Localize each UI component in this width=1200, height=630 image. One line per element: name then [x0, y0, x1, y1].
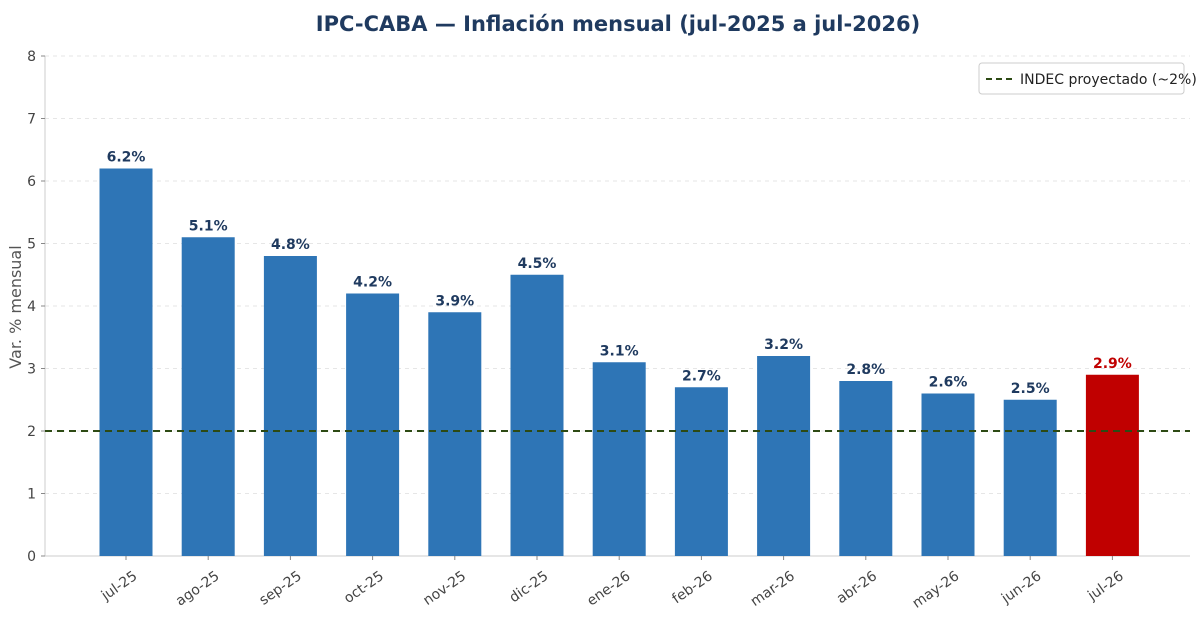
y-axis-label: Var. % mensual [6, 245, 25, 368]
bar-ago-25 [181, 237, 235, 556]
data-labels: 6.2% 5.1% 4.8% 4.2% 3.9% 4.5% 3.1% 2.7% 3.2% 2.8%… [107, 150, 1132, 397]
x-tick-label-mar-26: mar-26 [748, 568, 798, 610]
data-label-feb-26: 2.7% [682, 368, 721, 384]
data-label-oct-25: 4.2% [353, 275, 392, 291]
data-label-nov-25: 3.9% [435, 293, 474, 309]
x-tick-label-ago-25: ago-25 [173, 568, 222, 609]
legend: INDEC proyectado (~2%) [978, 62, 1197, 95]
bar-abr-26 [839, 381, 893, 556]
chart-title: IPC-CABA — Inflación mensual (jul-2025 a… [316, 12, 920, 36]
x-tick-label-jul-25: jul-25 [98, 568, 140, 604]
y-tick-labels: 0 1 2 3 4 5 6 7 8 [27, 49, 45, 565]
x-tick-label-sep-25: sep-25 [256, 568, 304, 608]
x-tick-label-feb-26: feb-26 [669, 568, 715, 607]
data-label-abr-26: 2.8% [846, 362, 885, 378]
x-tick-label-nov-25: nov-25 [420, 568, 469, 609]
x-tick-label-ene-26: ene-26 [584, 568, 633, 609]
x-tick-label-abr-26: abr-26 [834, 568, 880, 607]
x-tick-label-jul-26: jul-26 [1084, 568, 1126, 604]
bar-jul-25 [99, 168, 153, 556]
y-tick-label: 6 [27, 174, 36, 190]
bar-jul-26 [1085, 374, 1139, 556]
bar-oct-25 [346, 293, 400, 556]
y-tick-label: 2 [27, 424, 36, 440]
y-tick-label: 4 [27, 299, 36, 315]
x-tick-label-jun-26: jun-26 [998, 568, 1045, 607]
y-tick-label: 3 [27, 362, 36, 378]
data-label-dic-25: 4.5% [518, 256, 557, 272]
y-tick-label: 5 [27, 237, 36, 253]
bars [99, 168, 1139, 556]
data-label-mar-26: 3.2% [764, 337, 803, 353]
bar-sep-25 [263, 256, 317, 556]
y-tick-label: 0 [27, 549, 36, 565]
bar-nov-25 [428, 312, 482, 556]
y-tick-label: 7 [27, 112, 36, 128]
bar-dic-25 [510, 274, 564, 556]
bar-mar-26 [757, 356, 811, 556]
x-tick-labels: jul-25 ago-25 sep-25 oct-25 nov-25 dic-25 ene-… [98, 556, 1127, 612]
data-label-ene-26: 3.1% [600, 343, 639, 359]
y-tick-label: 1 [27, 487, 36, 503]
legend-label: INDEC proyectado (~2%) [1020, 72, 1197, 88]
x-tick-label-dic-25: dic-25 [507, 568, 552, 606]
bar-may-26 [921, 393, 975, 556]
data-label-jul-25: 6.2% [107, 150, 146, 166]
y-tick-label: 8 [27, 49, 36, 65]
data-label-sep-25: 4.8% [271, 237, 310, 253]
data-label-ago-25: 5.1% [189, 218, 228, 234]
data-label-may-26: 2.6% [929, 375, 968, 391]
x-tick-label-may-26: may-26 [910, 568, 963, 612]
bar-jun-26 [1003, 399, 1057, 556]
data-label-jul-26: 2.9% [1093, 356, 1132, 372]
bar-feb-26 [674, 387, 728, 556]
data-label-jun-26: 2.5% [1011, 381, 1050, 397]
legend-box [978, 62, 1185, 95]
x-tick-label-oct-25: oct-25 [341, 568, 387, 607]
bar-ene-26 [592, 362, 646, 556]
